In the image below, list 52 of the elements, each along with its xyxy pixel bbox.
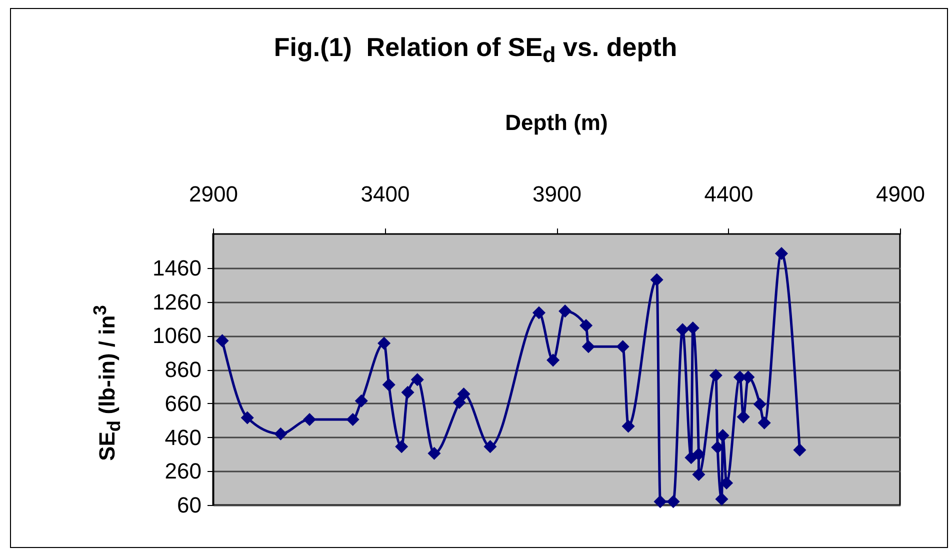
y-tick-label: 60: [177, 492, 202, 518]
point: [709, 368, 722, 382]
y-tick-label: 1460: [152, 255, 202, 280]
point: [654, 495, 667, 508]
x-tick-label: 3900: [532, 182, 582, 206]
point: [410, 373, 424, 386]
point: [216, 334, 229, 348]
x-tick-label: 3400: [360, 182, 410, 206]
point: [532, 306, 546, 320]
point: [686, 321, 700, 335]
point: [546, 354, 560, 367]
point: [692, 468, 706, 482]
point: [666, 495, 680, 508]
chart-title: Fig.(1) Relation of SE$_{d}$ vs. depth: [272, 32, 678, 68]
point: [793, 443, 806, 456]
point: [558, 304, 572, 318]
point: [484, 440, 497, 454]
point: [274, 427, 288, 440]
point: [753, 398, 766, 411]
point: [382, 378, 396, 392]
point: [715, 492, 728, 506]
point: [676, 323, 690, 336]
point: [622, 420, 635, 433]
x-tick-label: 2900: [189, 182, 238, 206]
point: [774, 246, 788, 260]
point: [692, 448, 706, 461]
y-tick-label: 660: [164, 390, 202, 416]
point: [736, 410, 750, 424]
y-tick-label: 460: [164, 424, 202, 450]
point: [378, 336, 391, 350]
y-tick-label: 860: [164, 357, 202, 382]
x-axis-title: Depth (m): [504, 110, 609, 136]
y-tick-label: 1260: [152, 289, 202, 314]
x-tick-label: 4400: [704, 182, 754, 206]
point: [354, 394, 368, 408]
point: [758, 416, 771, 430]
point: [452, 396, 466, 410]
point: [457, 388, 470, 401]
point: [240, 411, 254, 424]
point: [428, 446, 441, 460]
point: [616, 340, 630, 354]
point: [346, 412, 360, 426]
x-tick-label: 4900: [876, 182, 925, 206]
point: [395, 440, 408, 454]
point: [720, 476, 734, 490]
point: [582, 340, 595, 354]
point: [303, 412, 316, 426]
y-tick-label: 1060: [152, 323, 202, 348]
point: [650, 273, 664, 286]
y-tick-label: 260: [164, 458, 202, 484]
point: [580, 318, 593, 332]
point: [401, 386, 414, 399]
